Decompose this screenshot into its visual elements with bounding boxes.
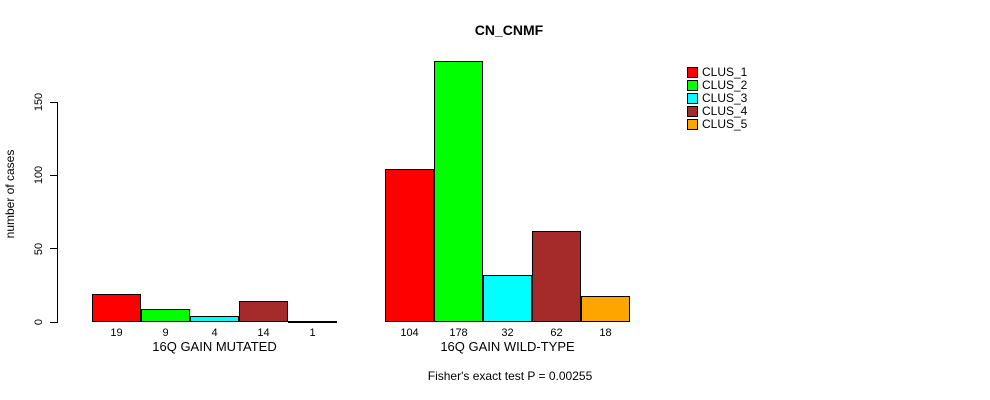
- y-tick-label: 100: [33, 166, 45, 185]
- fisher-test-annotation: Fisher's exact test P = 0.00255: [427, 369, 593, 383]
- legend-label: CLUS_3: [702, 91, 748, 105]
- legend-row-clus_3: CLUS_3: [687, 92, 747, 105]
- legend-row-clus_2: CLUS_2: [687, 79, 747, 92]
- bar-clus_2: [141, 308, 190, 322]
- bar-clus_4: [239, 301, 288, 322]
- bar-clus_2: [434, 60, 483, 322]
- y-tick-mark: [50, 174, 57, 176]
- legend-label: CLUS_4: [702, 104, 748, 118]
- bar-value-label: 1: [309, 327, 316, 339]
- y-tick-label: 150: [33, 92, 45, 112]
- y-axis-line: [57, 102, 58, 323]
- legend: CLUS_1 CLUS_2 CLUS_3 CLUS_4 CLUS_5: [687, 66, 747, 131]
- bar-value-label: 62: [550, 327, 563, 339]
- bar-value-label: 18: [599, 327, 612, 339]
- bar-value-label: 19: [110, 327, 123, 339]
- legend-row-clus_1: CLUS_1: [687, 66, 747, 79]
- legend-row-clus_5: CLUS_5: [687, 118, 747, 131]
- y-tick-mark: [50, 321, 57, 323]
- y-axis-title: number of cases: [3, 149, 17, 239]
- legend-swatch-icon: [687, 119, 698, 130]
- bar-value-label: 4: [211, 327, 218, 339]
- bar-value-label: 32: [501, 327, 514, 339]
- y-tick-mark: [50, 248, 57, 250]
- legend-swatch-icon: [687, 80, 698, 91]
- bar-value-label: 178: [449, 327, 468, 339]
- y-tick-label: 0: [33, 318, 45, 326]
- bar-clus_1: [385, 169, 434, 322]
- legend-label: CLUS_2: [702, 78, 748, 92]
- bar-value-label: 9: [162, 327, 169, 339]
- group-axis-label: 16Q GAIN MUTATED: [152, 339, 277, 354]
- legend-swatch-icon: [687, 67, 698, 78]
- bar-value-label: 14: [257, 327, 270, 339]
- y-tick-mark: [50, 101, 57, 103]
- bar-clus_3: [190, 316, 239, 322]
- legend-label: CLUS_1: [702, 65, 748, 79]
- chart-title: CN_CNMF: [474, 22, 544, 38]
- legend-swatch-icon: [687, 106, 698, 117]
- bar-clus_3: [483, 275, 532, 322]
- bar-clus_4: [532, 231, 581, 322]
- bar-clus_1: [92, 294, 141, 322]
- bar-clus_5: [288, 320, 337, 323]
- legend-row-clus_4: CLUS_4: [687, 105, 747, 118]
- y-tick-label: 50: [33, 242, 45, 255]
- legend-swatch-icon: [687, 93, 698, 104]
- legend-label: CLUS_5: [702, 117, 748, 131]
- group-axis-label: 16Q GAIN WILD-TYPE: [440, 339, 575, 354]
- bar-clus_5: [581, 295, 630, 322]
- bar-value-label: 104: [400, 327, 419, 339]
